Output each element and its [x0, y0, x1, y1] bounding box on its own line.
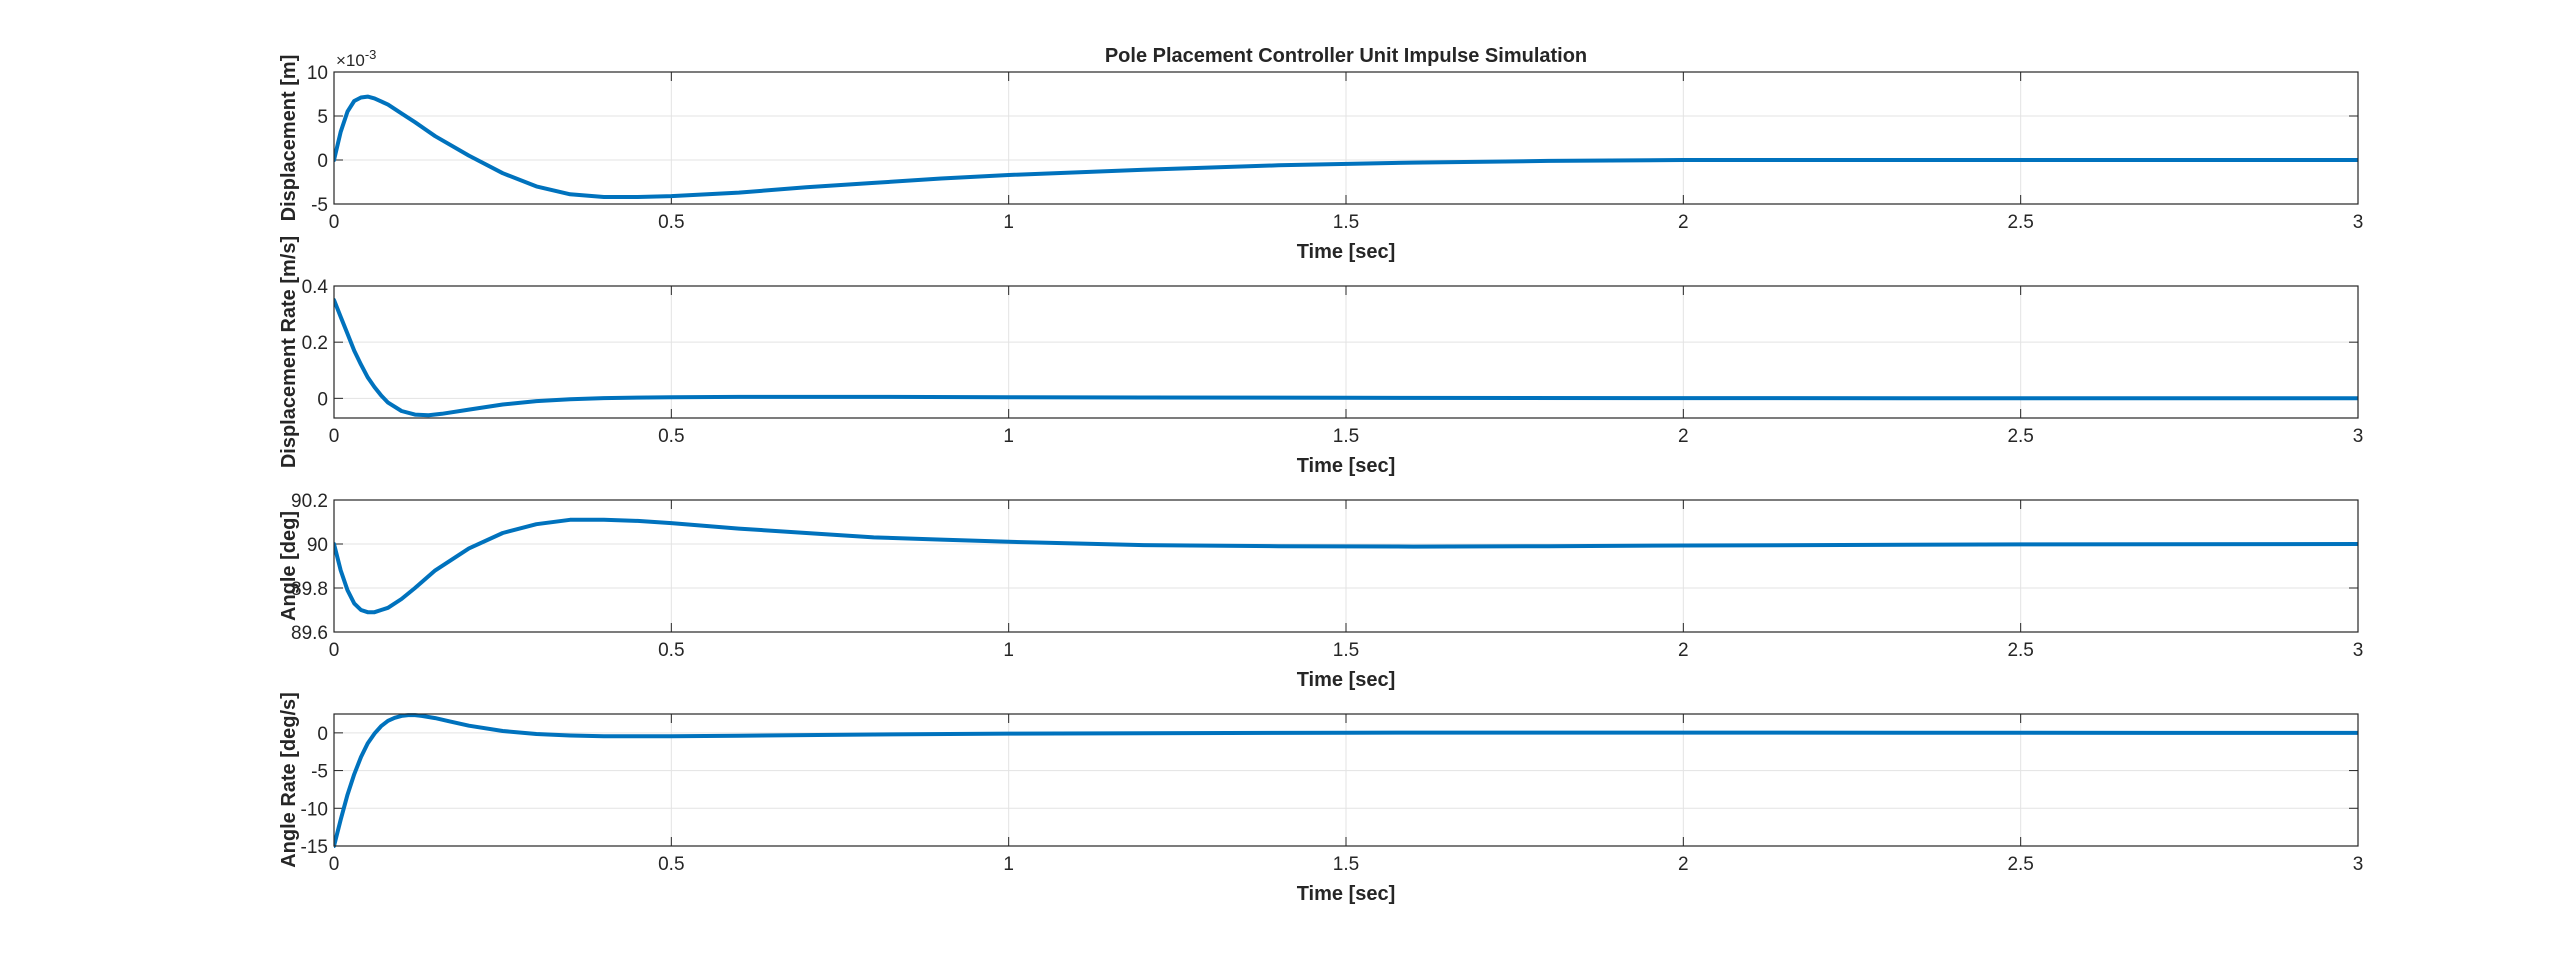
x-tick-label: 0 — [329, 854, 340, 875]
y-tick-label: 0.2 — [302, 333, 328, 354]
x-tick-label: 3 — [2353, 426, 2364, 447]
axes-box — [333, 285, 2359, 419]
y-tick-label: 90.2 — [291, 491, 328, 512]
y-tick-label: 0 — [317, 389, 328, 410]
x-axis-label: Time [sec] — [1297, 455, 1396, 477]
y-tick-label: 89.6 — [291, 623, 328, 644]
y-axis-label: Displacement [m] — [278, 55, 300, 222]
x-tick-label: 3 — [2353, 212, 2364, 233]
subplot-4: 0 0.5 1 1.5 2 2.5 3 -15 -10 -5 0 Time [sec] Angle Ra… — [278, 692, 2363, 905]
x-tick-label: 2.5 — [2007, 640, 2033, 661]
subplot-2: 0 0.5 1 1.5 2 2.5 3 0 0.2 0.4 Time [sec] Displaceme… — [278, 236, 2363, 477]
x-axis-label: Time [sec] — [1297, 669, 1396, 691]
x-tick-label: 2.5 — [2007, 212, 2033, 233]
x-tick-label: 3 — [2353, 640, 2364, 661]
y-exponent-label: ×10-3 — [336, 47, 376, 70]
y-tick-label: 0.4 — [302, 277, 329, 298]
x-axis-label: Time [sec] — [1297, 883, 1396, 905]
series-line-1 — [334, 713, 2358, 848]
y-tick-label: -15 — [301, 837, 328, 858]
figure-title: Pole Placement Controller Unit Impulse S… — [1105, 45, 1587, 67]
x-axis-label: Time [sec] — [1297, 241, 1396, 263]
x-tick-label: 1.5 — [1333, 212, 1359, 233]
x-tick-label: 2.5 — [2007, 426, 2033, 447]
y-tick-label: -5 — [311, 762, 328, 783]
x-tick-label: 1.5 — [1333, 426, 1359, 447]
x-tick-label: 0.5 — [658, 426, 684, 447]
x-tick-label: 0 — [329, 212, 340, 233]
x-tick-label: 0.5 — [658, 640, 684, 661]
x-tick-label: 1 — [1003, 426, 1014, 447]
x-tick-label: 3 — [2353, 854, 2364, 875]
x-tick-label: 0.5 — [658, 854, 684, 875]
x-tick-label: 1 — [1003, 640, 1014, 661]
x-tick-label: 1 — [1003, 212, 1014, 233]
y-tick-label: 89.8 — [291, 579, 328, 600]
x-tick-label: 2 — [1678, 212, 1689, 233]
axes-box — [333, 713, 2359, 847]
y-tick-label: 10 — [307, 63, 328, 84]
series-line-1 — [334, 298, 2358, 418]
y-tick-label: 0 — [317, 724, 328, 745]
y-tick-label: 5 — [317, 107, 328, 128]
axes-box — [333, 499, 2359, 633]
x-tick-label: 2 — [1678, 640, 1689, 661]
series-line-1 — [334, 517, 2358, 615]
series-line-1 — [334, 94, 2358, 199]
x-tick-label: 0 — [329, 426, 340, 447]
y-axis-label: Angle [deg] — [278, 511, 300, 621]
y-tick-label: -5 — [311, 195, 328, 216]
y-axis-label: Angle Rate [deg/s] — [278, 692, 300, 868]
x-tick-label: 1 — [1003, 854, 1014, 875]
subplot-3: 0 0.5 1 1.5 2 2.5 3 89.6 89.8 90 90.2 Time [sec] Ang… — [278, 491, 2363, 691]
y-tick-label: -10 — [301, 799, 328, 820]
y-tick-label: 0 — [317, 151, 328, 172]
x-tick-label: 2.5 — [2007, 854, 2033, 875]
x-tick-label: 0 — [329, 640, 340, 661]
x-tick-label: 2 — [1678, 854, 1689, 875]
x-tick-label: 0.5 — [658, 212, 684, 233]
y-axis-label: Displacement Rate [m/s] — [278, 236, 300, 468]
x-tick-label: 1.5 — [1333, 640, 1359, 661]
x-tick-label: 2 — [1678, 426, 1689, 447]
axes-box — [333, 71, 2359, 205]
y-tick-label: 90 — [307, 535, 328, 556]
x-tick-label: 1.5 — [1333, 854, 1359, 875]
